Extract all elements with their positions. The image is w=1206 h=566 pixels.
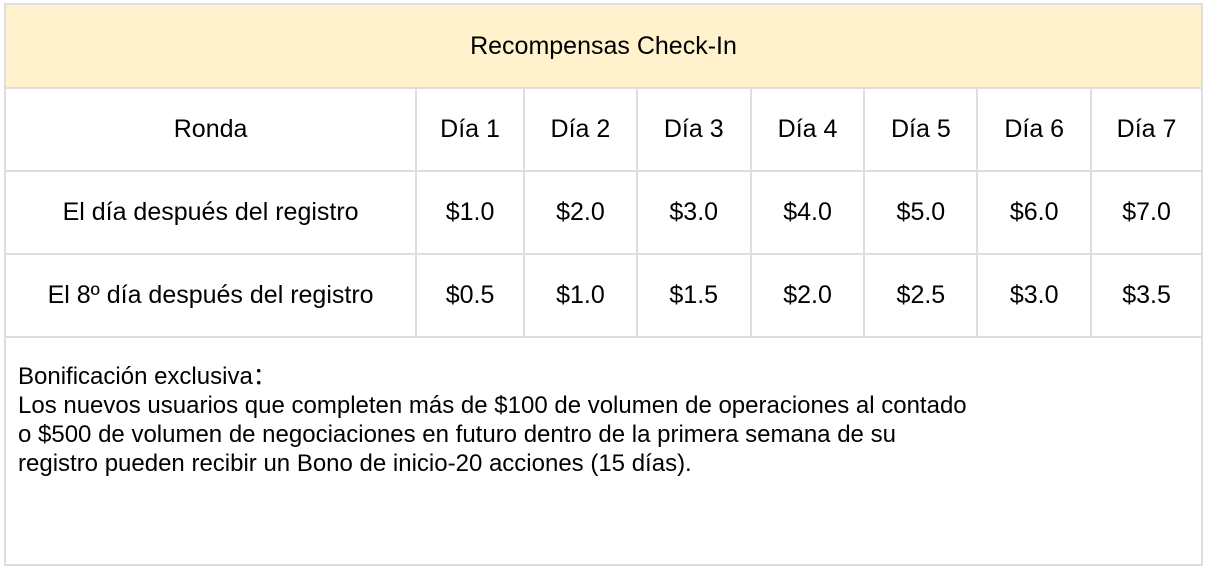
table-title: Recompensas Check-In xyxy=(4,3,1203,89)
header-cell: Día 7 xyxy=(1090,87,1203,172)
row-label: El 8º día después del registro xyxy=(3,253,418,338)
reward-cell: $3.0 xyxy=(635,170,752,255)
reward-cell: $2.0 xyxy=(522,170,638,255)
reward-cell: $4.0 xyxy=(749,170,866,255)
header-cell: Día 2 xyxy=(522,87,638,172)
bonus-note-row: Bonificación exclusiva： Los nuevos usuar… xyxy=(4,336,1203,566)
bonus-heading: Bonificación exclusiva： xyxy=(18,363,277,390)
bonus-line: registro pueden recibir un Bono de inici… xyxy=(18,450,692,477)
header-cell: Ronda xyxy=(3,87,418,172)
header-cell: Día 3 xyxy=(635,87,752,172)
reward-cell: $2.0 xyxy=(749,253,866,338)
bonus-note: Bonificación exclusiva： Los nuevos usuar… xyxy=(4,336,1203,566)
header-cell: Día 5 xyxy=(863,87,979,172)
reward-cell: $6.0 xyxy=(976,170,1093,255)
reward-cell: $3.5 xyxy=(1090,253,1203,338)
row-label: El día después del registro xyxy=(3,170,418,255)
header-row: Ronda Día 1 Día 2 Día 3 Día 4 Día 5 Día … xyxy=(3,87,1203,172)
reward-cell: $1.0 xyxy=(415,170,525,255)
header-cell: Día 1 xyxy=(415,87,525,172)
reward-cell: $2.5 xyxy=(863,253,979,338)
reward-cell: $0.5 xyxy=(415,253,525,338)
bonus-line: o $500 de volumen de negociaciones en fu… xyxy=(18,421,896,448)
table-row: El día después del registro $1.0 $2.0 $3… xyxy=(3,170,1203,255)
title-row: Recompensas Check-In xyxy=(4,3,1203,89)
reward-cell: $7.0 xyxy=(1090,170,1203,255)
bonus-line: Los nuevos usuarios que completen más de… xyxy=(18,392,967,419)
table-row: El 8º día después del registro $0.5 $1.0… xyxy=(3,253,1203,338)
reward-cell: $1.5 xyxy=(635,253,752,338)
header-cell: Día 6 xyxy=(976,87,1093,172)
check-in-rewards-table: Recompensas Check-In Ronda Día 1 Día 2 D… xyxy=(3,3,1203,566)
reward-cell: $1.0 xyxy=(522,253,638,338)
reward-cell: $3.0 xyxy=(976,253,1093,338)
header-cell: Día 4 xyxy=(749,87,866,172)
reward-cell: $5.0 xyxy=(863,170,979,255)
